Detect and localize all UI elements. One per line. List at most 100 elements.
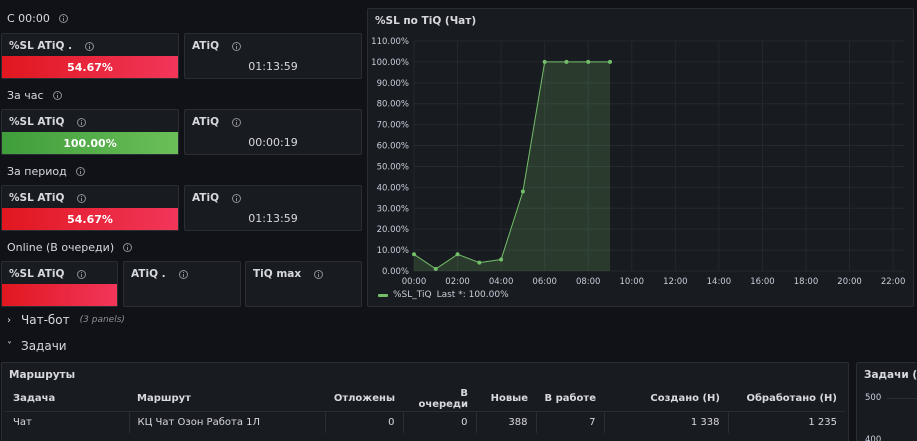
legend-swatch bbox=[378, 293, 388, 297]
row-title-per-period: За период bbox=[7, 165, 85, 178]
panel-title: ATiQ bbox=[192, 192, 241, 204]
x-tick-label: 12:00 bbox=[663, 277, 688, 287]
info-icon[interactable] bbox=[85, 41, 95, 51]
y-tick-label: 100.00% bbox=[371, 58, 409, 68]
info-icon[interactable] bbox=[52, 91, 62, 100]
info-icon[interactable] bbox=[178, 269, 188, 279]
stat-panel-tiq-max[interactable]: TiQ max bbox=[245, 261, 362, 307]
row-title-text: За период bbox=[7, 165, 67, 178]
stat-value-bar: 100.00% bbox=[2, 132, 178, 154]
y-tick-label: 500 bbox=[865, 393, 882, 403]
stat-panel-sl-period[interactable]: %SL ATiQ 54.67% bbox=[1, 185, 179, 231]
section-label: Задачи bbox=[21, 339, 67, 353]
info-icon[interactable] bbox=[314, 269, 324, 279]
x-tick-label: 06:00 bbox=[532, 277, 557, 287]
panel-title: ATiQ bbox=[192, 116, 241, 128]
y-tick-label: 40.00% bbox=[377, 183, 409, 193]
stat-panel-sl-hour[interactable]: %SL ATiQ 100.00% bbox=[1, 109, 179, 155]
chart-legend[interactable]: %SL_TiQ Last *: 100.00% bbox=[378, 290, 509, 300]
series-area bbox=[414, 61, 610, 272]
x-tick-label: 08:00 bbox=[576, 277, 601, 287]
table-cell: Чат bbox=[5, 411, 130, 433]
y-tick-label: 110.00% bbox=[371, 37, 409, 47]
stat-panel-atiq-hour[interactable]: ATiQ 00:00:19 bbox=[184, 109, 362, 155]
panel-title: %SL ATiQ bbox=[9, 192, 87, 204]
row-title-text: За час bbox=[7, 89, 44, 102]
data-point bbox=[433, 266, 438, 271]
stat-panel-atiq-since[interactable]: ATiQ 01:13:59 bbox=[184, 33, 362, 79]
panel-title: Маршруты bbox=[9, 369, 76, 381]
column-header[interactable]: Обработано (Н) bbox=[728, 387, 845, 412]
panel-title: Задачи (Ча bbox=[864, 369, 917, 381]
x-tick-label: 10:00 bbox=[620, 277, 645, 287]
tasks-chart-panel[interactable]: Задачи (Ча 500 400 bbox=[856, 362, 917, 441]
column-header[interactable]: Отложены bbox=[325, 387, 403, 412]
x-tick-label: 16:00 bbox=[750, 277, 775, 287]
info-icon[interactable] bbox=[75, 167, 85, 176]
info-icon[interactable] bbox=[58, 14, 68, 23]
info-icon[interactable] bbox=[77, 193, 87, 203]
data-point bbox=[499, 257, 504, 262]
y-tick-label: 90.00% bbox=[377, 79, 409, 89]
table-cell: 0 bbox=[403, 411, 477, 433]
section-row-tasks[interactable]: ˅ Задачи bbox=[7, 339, 917, 353]
stat-panel-sl-online[interactable]: %SL ATiQ bbox=[1, 261, 118, 307]
stat-value: 00:00:19 bbox=[248, 136, 298, 149]
y-tick-label: 20.00% bbox=[377, 225, 409, 235]
data-point bbox=[542, 59, 547, 64]
stat-value: 01:13:59 bbox=[248, 60, 298, 73]
stat-panel-atiq-period[interactable]: ATiQ 01:13:59 bbox=[184, 185, 362, 231]
legend-last-value: Last *: 100.00% bbox=[436, 290, 509, 300]
stat-value-bar bbox=[2, 284, 117, 306]
table-cell: 1 338 bbox=[604, 411, 729, 433]
x-tick-label: 18:00 bbox=[794, 277, 819, 287]
stat-panel-sl-since[interactable]: %SL ATiQ . 54.67% bbox=[1, 33, 179, 79]
row-title-text: С 00:00 bbox=[7, 12, 50, 25]
chart-panel-sl-tiq[interactable]: %SL по TiQ (Чат) 0.00% 10.00% 20.00% 30.00%… bbox=[367, 8, 914, 307]
y-tick-label: 80.00% bbox=[377, 100, 409, 110]
column-header[interactable]: Задача bbox=[5, 387, 129, 412]
y-tick-label: 50.00% bbox=[377, 162, 409, 172]
table-cell: 1 235 bbox=[808, 416, 837, 428]
x-tick-label: 02:00 bbox=[445, 277, 470, 287]
chevron-right-icon[interactable]: › bbox=[7, 314, 11, 326]
info-icon[interactable] bbox=[77, 269, 87, 279]
x-tick-label: 04:00 bbox=[489, 277, 513, 287]
data-point bbox=[520, 189, 525, 194]
x-tick-label: 00:00 bbox=[402, 277, 427, 287]
column-header[interactable]: В очереди bbox=[403, 387, 476, 412]
y-tick-label: 400 bbox=[865, 435, 882, 441]
info-icon[interactable] bbox=[232, 117, 241, 127]
data-point bbox=[477, 260, 482, 265]
info-icon[interactable] bbox=[123, 243, 133, 252]
legend-series-name: %SL_TiQ bbox=[393, 290, 432, 300]
stat-value-bar: 54.67% bbox=[2, 208, 178, 230]
table-cell: 0 bbox=[325, 411, 404, 433]
series-line bbox=[413, 61, 610, 270]
section-row-chatbot[interactable]: › Чат-бот (3 panels) bbox=[7, 313, 917, 327]
row-title-per-hour: За час bbox=[7, 89, 62, 102]
column-header[interactable]: Маршрут bbox=[129, 387, 325, 412]
data-point bbox=[608, 59, 612, 64]
panel-title: %SL ATiQ bbox=[9, 116, 87, 128]
table-cell: 388 bbox=[476, 411, 537, 433]
stat-value-bar: 54.67% bbox=[2, 56, 178, 78]
y-tick-label: 70.00% bbox=[377, 121, 409, 131]
chevron-down-icon[interactable]: ˅ bbox=[7, 340, 12, 352]
column-header[interactable]: В работе bbox=[536, 387, 604, 412]
section-label: Чат-бот bbox=[21, 313, 70, 327]
info-icon[interactable] bbox=[232, 41, 241, 51]
column-header[interactable]: Создано (Н) bbox=[604, 387, 728, 412]
info-icon[interactable] bbox=[232, 193, 241, 203]
section-panel-count: (3 panels) bbox=[79, 315, 125, 325]
column-header[interactable]: Новые bbox=[476, 387, 536, 412]
y-tick-label: 0.00% bbox=[382, 267, 409, 277]
routes-table: Задача Маршрут Отложены В очереди Новые … bbox=[5, 387, 845, 433]
panel-title: ATiQ bbox=[192, 40, 241, 52]
stat-panel-atiq-online[interactable]: ATiQ . bbox=[123, 261, 241, 307]
panel-title: TiQ max bbox=[253, 268, 324, 280]
routes-panel[interactable]: Маршруты Задача Маршрут Отложены В очере… bbox=[1, 362, 849, 441]
table-row[interactable]: Чат КЦ Чат Озон Работа 1Л 0 0 388 7 1 33… bbox=[5, 411, 845, 433]
info-icon[interactable] bbox=[77, 117, 87, 127]
x-tick-label: 22:00 bbox=[881, 277, 906, 287]
